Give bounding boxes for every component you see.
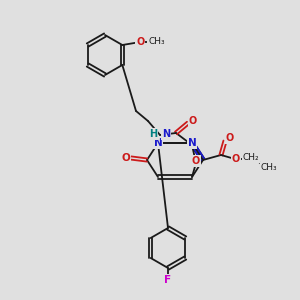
Text: CH₃: CH₃ bbox=[148, 37, 165, 46]
Text: O: O bbox=[189, 116, 197, 126]
Text: O: O bbox=[122, 153, 130, 163]
Text: O: O bbox=[232, 154, 240, 164]
Text: CH₃: CH₃ bbox=[261, 163, 277, 172]
Text: F: F bbox=[164, 275, 172, 285]
Text: O: O bbox=[136, 37, 144, 47]
Text: N: N bbox=[154, 138, 162, 148]
Text: CH₂: CH₂ bbox=[243, 154, 259, 163]
Text: H: H bbox=[149, 129, 157, 139]
Text: O: O bbox=[192, 156, 200, 166]
Text: N: N bbox=[162, 129, 170, 139]
Text: N: N bbox=[188, 138, 196, 148]
Text: O: O bbox=[226, 133, 234, 143]
